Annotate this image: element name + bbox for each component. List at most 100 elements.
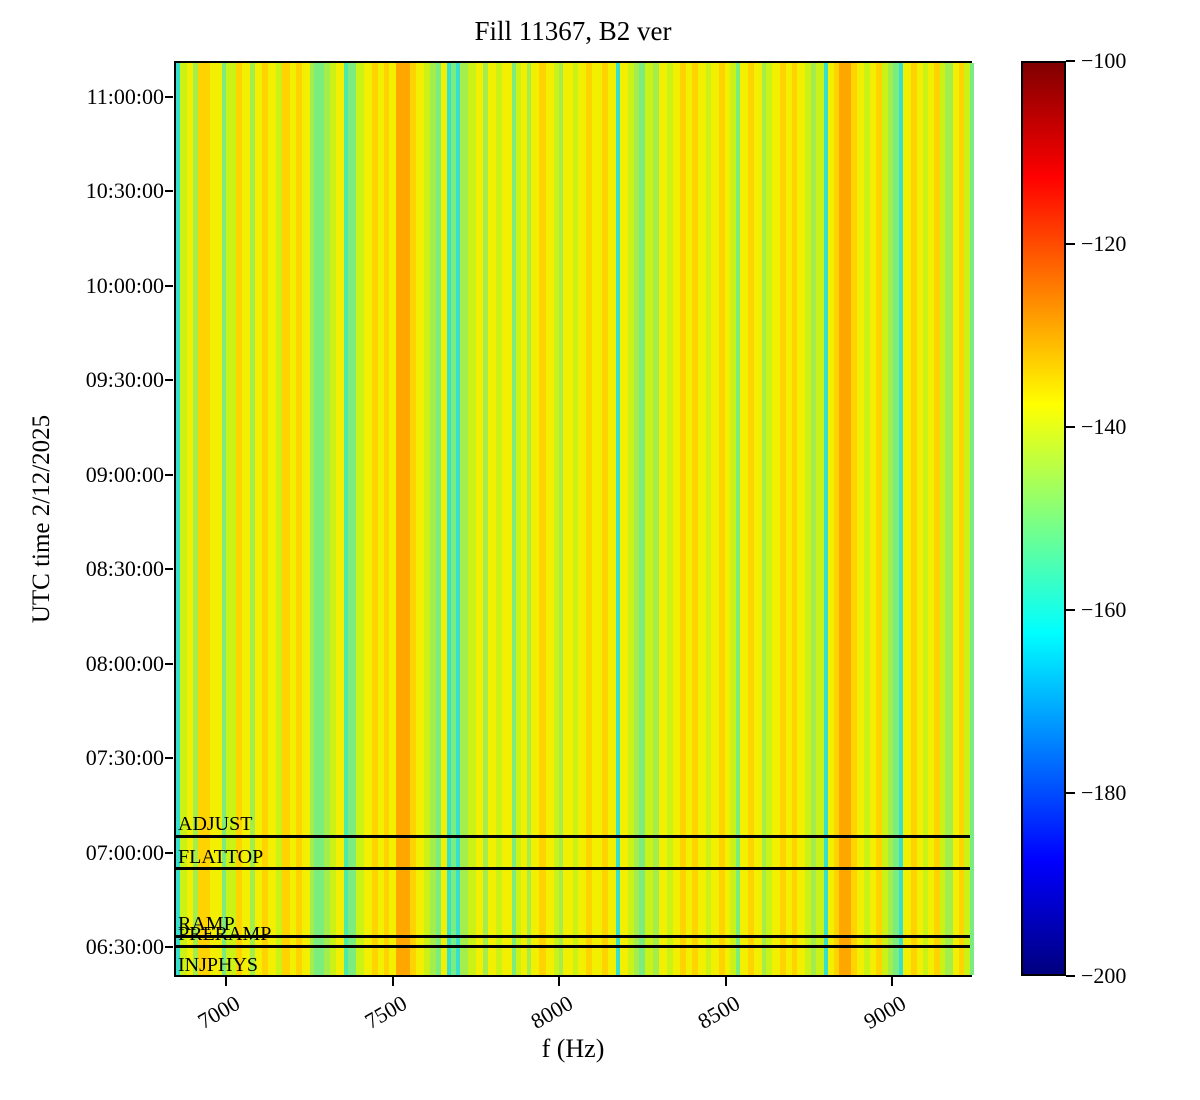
spectrogram-column [628, 63, 634, 975]
spectrogram-column [911, 63, 917, 975]
spectrogram-column [276, 63, 282, 975]
spectrogram-column [262, 63, 268, 975]
spectrogram-column [766, 63, 772, 975]
colorbar-tick-label: −100 [1081, 48, 1127, 73]
spectrogram-column [378, 63, 384, 975]
spectrogram-column [559, 63, 563, 975]
y-tick-mark [165, 284, 173, 287]
spectrogram-column [828, 63, 834, 975]
spectrogram-column [290, 63, 296, 975]
spectrogram-column [864, 63, 870, 975]
spectrogram-column [923, 63, 928, 975]
spectrogram-column [255, 63, 262, 975]
spectrogram-column [634, 63, 639, 975]
beam-mode-line [176, 867, 970, 871]
spectrogram-column [430, 63, 436, 975]
x-tick-mark [391, 977, 394, 986]
spectrogram-column [527, 63, 531, 975]
spectrogram-column [680, 63, 686, 975]
y-tick-mark [165, 190, 173, 192]
colorbar-tick-label: −120 [1081, 231, 1127, 256]
plot-title: Fill 11367, B2 ver [474, 16, 672, 46]
spectrogram-column [934, 63, 940, 975]
spectrogram-column [740, 63, 748, 975]
spectrogram-column [888, 63, 893, 975]
spectrogram-column [539, 63, 546, 975]
spectrogram-column [516, 63, 521, 975]
spectrogram-column [730, 63, 736, 975]
spectrogram-column [573, 63, 578, 975]
y-tick-label: 09:30:00 [85, 367, 164, 392]
x-tick-mark [891, 977, 893, 986]
spectrogram-column [222, 63, 226, 975]
spectrogram-column [686, 63, 692, 975]
spectrogram-column [754, 63, 762, 975]
y-tick-label: 08:00:00 [85, 650, 164, 676]
spectrogram-column [502, 63, 512, 975]
spectrogram-column [692, 63, 698, 975]
heatmap-plot: ADJUST FLATTOP RAMP PRERAMP INJPHYS [174, 61, 974, 977]
spectrogram-column [451, 63, 456, 975]
spectrogram-column [772, 63, 780, 975]
spectrogram-column [786, 63, 792, 975]
spectrogram-column [193, 63, 198, 975]
y-axis-label: UTC time 2/12/2025 [28, 414, 55, 624]
y-tick-label: 09:00:00 [85, 461, 164, 487]
spectrogram-column [324, 63, 330, 975]
spectrogram-column [187, 63, 193, 975]
spectrogram-column [384, 63, 389, 975]
colorbar [1021, 61, 1066, 976]
y-tick-mark [165, 95, 173, 98]
spectrogram-column [698, 63, 706, 975]
spectrogram-column [563, 63, 573, 975]
spectrogram-column [348, 63, 356, 975]
spectrogram-column [302, 63, 310, 975]
spectrogram-column [653, 63, 659, 975]
colorbar-tick-mark [1066, 426, 1075, 428]
spectrogram-column [667, 63, 673, 975]
spectrogram-column [198, 63, 210, 975]
spectrogram-column [521, 63, 527, 975]
spectrogram-column [512, 63, 516, 975]
spectrogram-column [592, 63, 602, 975]
spectrogram-column [839, 63, 851, 975]
spectrogram-column [928, 63, 934, 975]
spectrogram-column [857, 63, 864, 975]
y-tick-mark [165, 851, 173, 854]
spectrogram-column [410, 63, 416, 975]
y-tick-label: 10:00:00 [85, 272, 164, 298]
beam-mode-line [176, 944, 970, 948]
y-tick-mark [165, 946, 173, 948]
beam-mode-label: RAMP [178, 913, 235, 936]
spectrogram-column [441, 63, 447, 975]
colorbar-tick-mark [1066, 792, 1075, 794]
spectrogram-column [899, 63, 903, 975]
spectrogram-column [659, 63, 667, 975]
spectrogram-column [964, 63, 970, 975]
spectrogram-column [706, 63, 711, 975]
spectrogram-column [372, 63, 378, 975]
spectrogram-column [436, 63, 441, 975]
beam-mode-label: ADJUST [178, 813, 253, 836]
x-tick-label: 7500 [359, 990, 411, 1034]
spectrogram-column [250, 63, 255, 975]
y-tick-label: 08:30:00 [85, 556, 164, 581]
spectrogram-column [959, 63, 964, 975]
spectrogram-column [893, 63, 899, 975]
spectrogram-column [586, 63, 592, 975]
y-tick-mark [165, 473, 173, 476]
spectrogram-column [725, 63, 730, 975]
spectrogram-column [226, 63, 236, 975]
spectrogram-column [851, 63, 857, 975]
y-tick-label: 11:00:00 [86, 83, 164, 109]
spectrogram-column [554, 63, 559, 975]
x-tick-mark [558, 977, 560, 986]
colorbar-tick-mark [1066, 609, 1075, 611]
x-tick-mark [225, 977, 227, 986]
y-tick-label: 07:30:00 [85, 745, 164, 770]
y-tick-label: 10:30:00 [85, 178, 164, 203]
spectrogram-column [476, 63, 483, 975]
colorbar-tick-label: −160 [1081, 597, 1127, 622]
spectrogram-column [711, 63, 719, 975]
y-tick-label: 06:30:00 [85, 934, 164, 959]
